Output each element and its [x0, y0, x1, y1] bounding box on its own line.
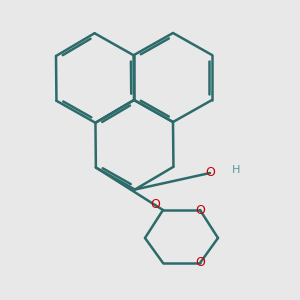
- Text: O: O: [195, 256, 205, 269]
- Text: O: O: [205, 167, 215, 179]
- Text: H: H: [232, 165, 240, 175]
- Text: O: O: [195, 203, 205, 217]
- Text: O: O: [150, 199, 160, 212]
